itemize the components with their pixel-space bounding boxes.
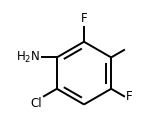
Text: Cl: Cl [31,97,43,110]
Text: F: F [81,12,87,25]
Text: $\mathsf{H_2N}$: $\mathsf{H_2N}$ [16,50,40,65]
Text: F: F [125,90,132,103]
